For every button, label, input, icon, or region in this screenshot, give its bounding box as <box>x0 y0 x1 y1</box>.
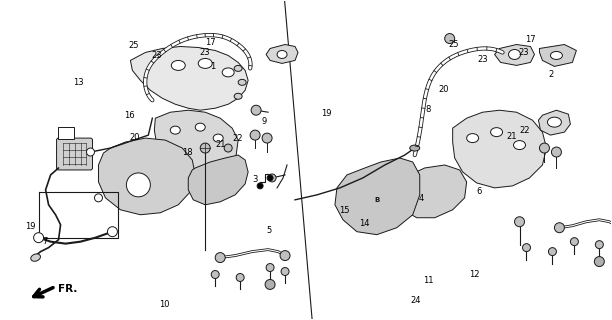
Ellipse shape <box>509 50 521 60</box>
Ellipse shape <box>31 254 40 261</box>
Text: B: B <box>374 197 379 203</box>
Ellipse shape <box>277 51 287 59</box>
Ellipse shape <box>222 68 234 77</box>
Circle shape <box>94 194 102 202</box>
Text: 22: 22 <box>520 125 530 134</box>
Text: 19: 19 <box>24 222 35 231</box>
Circle shape <box>280 251 290 260</box>
Text: 3: 3 <box>252 175 258 184</box>
Circle shape <box>257 183 263 189</box>
Text: 2: 2 <box>549 70 554 79</box>
Ellipse shape <box>548 117 561 127</box>
Polygon shape <box>494 44 534 65</box>
Polygon shape <box>453 110 547 188</box>
Text: 17: 17 <box>525 35 536 44</box>
Text: 23: 23 <box>200 48 210 57</box>
Circle shape <box>551 147 561 157</box>
Text: 4: 4 <box>418 194 424 203</box>
Text: FR.: FR. <box>58 284 77 294</box>
Ellipse shape <box>513 140 526 149</box>
Text: 8: 8 <box>425 105 431 114</box>
Ellipse shape <box>213 134 223 142</box>
Text: 21: 21 <box>215 140 226 148</box>
Text: 22: 22 <box>233 134 243 143</box>
Circle shape <box>215 252 225 262</box>
Text: 12: 12 <box>469 269 479 279</box>
Text: 23: 23 <box>478 55 488 64</box>
Circle shape <box>539 143 550 153</box>
Circle shape <box>108 227 118 237</box>
Text: 23: 23 <box>518 48 529 58</box>
Text: 10: 10 <box>159 300 170 309</box>
Text: 20: 20 <box>439 85 449 94</box>
Text: 18: 18 <box>182 148 192 157</box>
FancyBboxPatch shape <box>58 127 73 139</box>
Text: 23: 23 <box>152 51 162 60</box>
Circle shape <box>595 241 603 249</box>
Text: 21: 21 <box>506 132 517 140</box>
Text: 25: 25 <box>129 41 139 50</box>
Circle shape <box>200 143 210 153</box>
Circle shape <box>554 223 564 233</box>
Ellipse shape <box>170 126 181 134</box>
Circle shape <box>266 264 274 271</box>
Circle shape <box>250 130 260 140</box>
Polygon shape <box>539 110 570 135</box>
Ellipse shape <box>198 59 212 68</box>
Text: 6: 6 <box>477 188 482 196</box>
Ellipse shape <box>410 145 420 151</box>
Circle shape <box>251 105 261 115</box>
Text: 14: 14 <box>359 219 370 228</box>
Polygon shape <box>266 44 298 63</box>
Circle shape <box>127 173 151 197</box>
Circle shape <box>265 279 275 289</box>
Circle shape <box>281 268 289 276</box>
Text: 19: 19 <box>321 109 332 118</box>
Circle shape <box>268 174 276 182</box>
Circle shape <box>548 248 556 256</box>
Ellipse shape <box>171 60 185 70</box>
Ellipse shape <box>238 79 246 85</box>
Polygon shape <box>99 138 195 215</box>
Circle shape <box>594 257 604 267</box>
Polygon shape <box>395 165 466 218</box>
Ellipse shape <box>195 123 205 131</box>
Polygon shape <box>154 110 238 175</box>
Ellipse shape <box>234 93 242 99</box>
Circle shape <box>224 144 232 152</box>
FancyBboxPatch shape <box>56 138 92 170</box>
Polygon shape <box>335 158 420 235</box>
Ellipse shape <box>550 52 562 60</box>
Text: 17: 17 <box>206 38 216 47</box>
Text: 25: 25 <box>449 40 459 49</box>
Circle shape <box>523 244 531 252</box>
Text: 15: 15 <box>338 206 349 215</box>
Text: 7: 7 <box>42 237 47 246</box>
Circle shape <box>445 34 455 44</box>
Polygon shape <box>188 155 248 205</box>
Ellipse shape <box>491 128 502 137</box>
Text: 9: 9 <box>262 116 267 126</box>
Text: 24: 24 <box>411 296 421 305</box>
Text: 5: 5 <box>267 226 272 235</box>
Circle shape <box>515 217 524 227</box>
Circle shape <box>34 233 43 243</box>
Text: 20: 20 <box>130 133 140 142</box>
Polygon shape <box>539 44 577 67</box>
Circle shape <box>267 175 273 181</box>
Text: 1: 1 <box>211 61 216 70</box>
Circle shape <box>86 148 94 156</box>
Ellipse shape <box>466 134 479 143</box>
Ellipse shape <box>234 65 242 71</box>
Circle shape <box>211 270 219 278</box>
Circle shape <box>236 274 244 282</box>
Circle shape <box>262 133 272 143</box>
Polygon shape <box>130 46 248 110</box>
Circle shape <box>570 238 578 246</box>
Text: 13: 13 <box>73 78 84 87</box>
Text: 16: 16 <box>124 111 134 120</box>
Text: 11: 11 <box>423 276 433 285</box>
